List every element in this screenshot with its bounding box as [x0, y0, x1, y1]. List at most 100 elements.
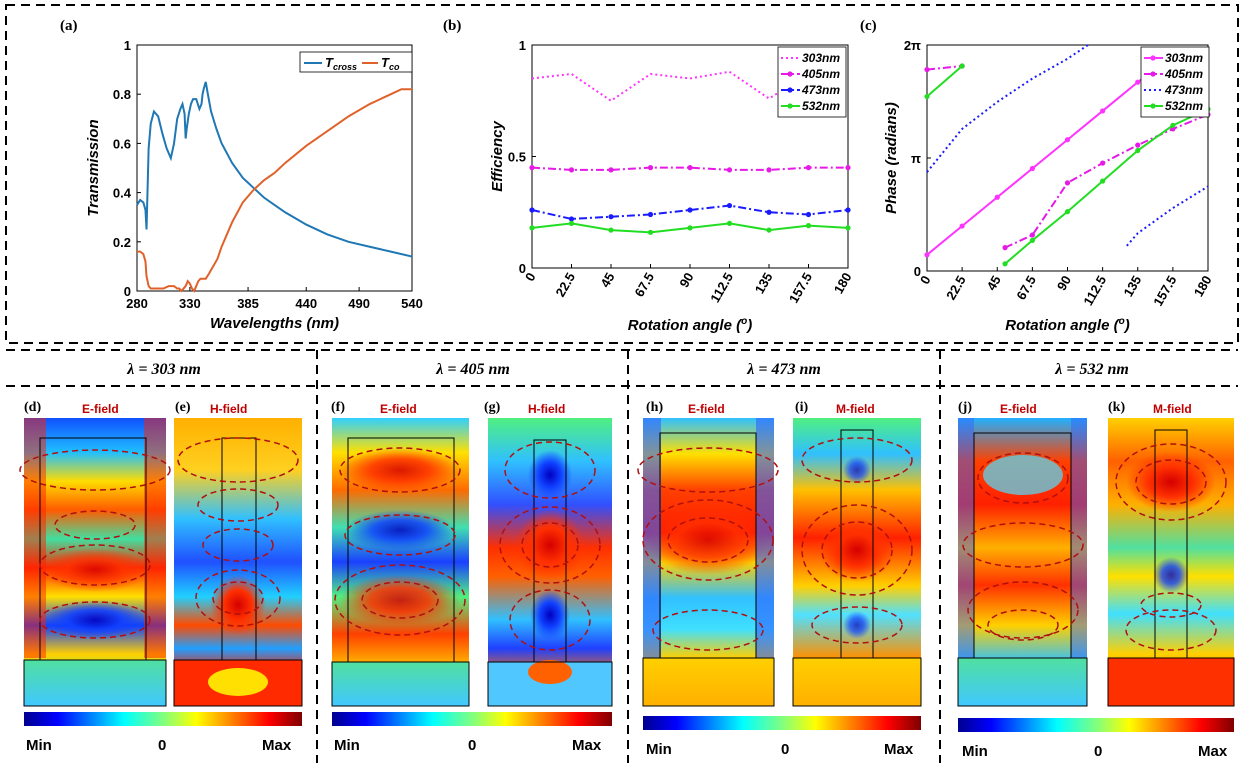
h-field-label-e: H-field — [210, 402, 247, 416]
x-tick-label: 135 — [752, 270, 776, 296]
data-point-303nm — [1135, 79, 1141, 85]
data-point-405nm — [805, 165, 812, 171]
colorbar-max: Max — [884, 741, 914, 758]
data-point-405nm — [529, 165, 535, 171]
x-tick-label: 157.5 — [1150, 273, 1179, 309]
series-line-473nm — [531, 204, 849, 220]
colorbar-max: Max — [572, 737, 602, 754]
x-tick-label: 22.5 — [943, 273, 969, 302]
header-405: λ = 405 nm — [435, 361, 510, 378]
data-point-532nm — [1002, 261, 1008, 267]
legend-label-532nm: 532nm — [1165, 99, 1203, 113]
x-tick-label: 90 — [1054, 273, 1074, 293]
legend-label-405nm: 405nm — [1164, 67, 1203, 81]
legend-marker-532nm — [787, 103, 793, 109]
y-tick-label: 0.5 — [508, 150, 526, 165]
plot-area — [136, 44, 413, 292]
legend-label-303nm: 303nm — [1165, 51, 1203, 65]
x-tick-label: 67.5 — [631, 270, 657, 299]
x-tick-label: 385 — [237, 296, 259, 311]
colorbar-3: Min 0 Max — [643, 716, 921, 758]
m-field-label-k: M-field — [1153, 402, 1192, 416]
series-line-405nm — [1004, 113, 1209, 249]
legend-label-473nm: 473nm — [1164, 83, 1203, 97]
data-point-532nm — [1135, 147, 1141, 154]
colorbar-2: Min 0 Max — [332, 712, 612, 754]
series-line-T_cross — [136, 81, 413, 258]
data-point-405nm — [687, 165, 693, 171]
data-point-532nm — [647, 229, 654, 235]
field-panel-h: (h) E-field — [637, 400, 779, 707]
legend-label-532nm: 532nm — [802, 99, 840, 113]
colorbar-zero: 0 — [158, 737, 166, 754]
data-point-473nm — [647, 211, 654, 218]
data-point-532nm — [845, 225, 851, 231]
legend: Tcross Tco — [299, 51, 413, 73]
data-point-405nm — [726, 167, 733, 173]
colorbar-4: Min 0 Max — [958, 718, 1234, 760]
data-point-405nm — [845, 165, 851, 171]
legend-marker-303nm — [1150, 55, 1156, 61]
colorbar-min: Min — [646, 741, 672, 758]
x-tick-label: 330 — [179, 296, 201, 311]
header-303: λ = 303 nm — [126, 361, 201, 378]
colorbar-1: Min 0 Max — [24, 712, 302, 754]
data-point-532nm — [1064, 209, 1071, 215]
data-point-303nm — [959, 223, 965, 229]
data-point-473nm — [529, 207, 535, 213]
data-point-303nm — [1029, 165, 1035, 172]
data-point-405nm — [1064, 180, 1071, 186]
data-point-405nm — [647, 165, 654, 171]
legend-marker-473nm — [787, 87, 793, 93]
data-point-303nm — [924, 252, 930, 258]
legend-label-303nm: 303nm — [802, 51, 840, 65]
data-point-405nm — [924, 66, 930, 73]
data-point-532nm — [766, 227, 772, 233]
field-panel-i: (i) M-field — [792, 400, 922, 707]
data-point-405nm — [608, 167, 614, 173]
y-tick-label: 2π — [904, 38, 921, 53]
x-tick-label: 540 — [401, 296, 423, 311]
top-frame — [5, 4, 1239, 344]
field-panel-f: (f) E-field — [331, 400, 470, 707]
y-tick-label: 0.8 — [113, 87, 131, 102]
field-panel-j: (j) E-field — [957, 400, 1088, 707]
panel-label-b: (b) — [443, 18, 461, 34]
panel-label-c: (c) — [860, 18, 877, 34]
data-point-532nm — [608, 227, 614, 233]
series-line-405nm — [531, 166, 848, 171]
y-axis-label: Phase (radians) — [883, 102, 900, 214]
h-field-label-g: H-field — [528, 402, 565, 416]
panel-label-h: (h) — [646, 400, 663, 415]
data-point-303nm — [1064, 137, 1071, 143]
data-point-405nm — [1170, 126, 1176, 132]
m-field-label-i: M-field — [836, 402, 875, 416]
x-tick-label: 180 — [1191, 273, 1215, 299]
e-field-label-f: E-field — [380, 402, 417, 416]
header-473: λ = 473 nm — [746, 361, 821, 378]
series-line-T_co — [137, 88, 412, 293]
y-tick-label: 0 — [124, 284, 131, 299]
panel-label-g: (g) — [484, 400, 501, 415]
legend-box — [299, 51, 413, 73]
field-panel-k: (k) M-field — [1107, 400, 1235, 707]
data-point-473nm — [845, 207, 851, 213]
data-point-405nm — [1029, 232, 1035, 238]
x-tick-label: 67.5 — [1013, 273, 1039, 302]
x-tick-label: 157.5 — [786, 270, 815, 306]
data-point-532nm — [1029, 237, 1035, 244]
data-point-405nm — [1002, 245, 1008, 251]
field-panel-d: (d) E-field — [19, 400, 171, 707]
data-point-473nm — [568, 216, 575, 222]
x-axis-label: Wavelengths (nm) — [210, 315, 339, 332]
x-tick-label: 90 — [676, 270, 696, 290]
e-field-label-h: E-field — [688, 402, 725, 416]
legend-marker-532nm — [1150, 103, 1156, 109]
data-point-532nm — [568, 220, 575, 226]
x-tick-label: 180 — [831, 270, 855, 296]
panel-label-a: (a) — [60, 18, 78, 34]
legend-marker-405nm — [1150, 71, 1156, 77]
data-point-532nm — [529, 225, 535, 231]
field-panel-e: (e) H-field — [173, 400, 303, 707]
